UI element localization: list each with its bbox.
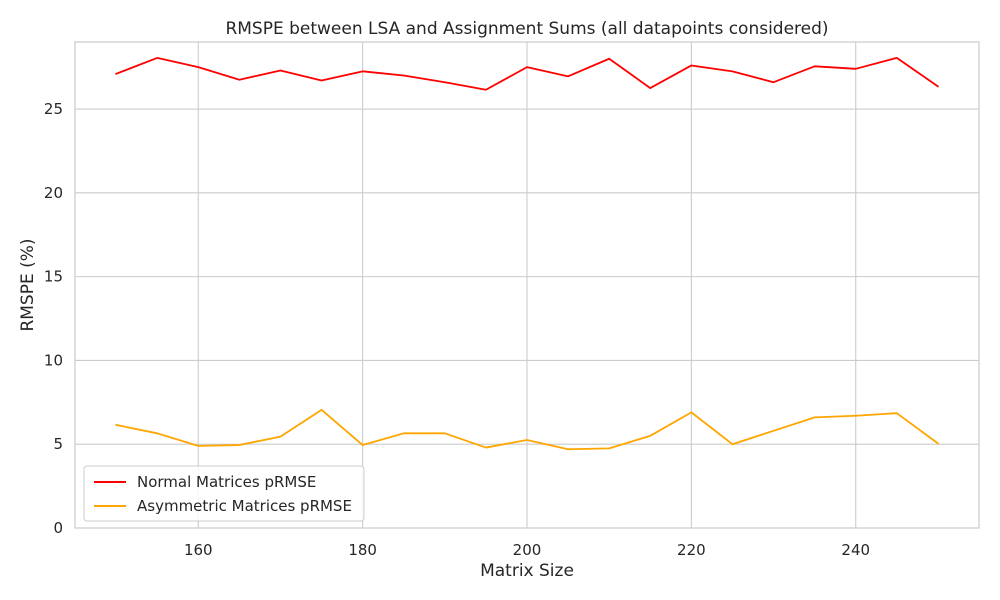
grid: [75, 42, 979, 529]
x-tick-labels: 160 180 200 220 240: [184, 541, 870, 559]
series-lines: [115, 57, 939, 451]
x-tick-label: 220: [677, 541, 706, 559]
y-tick-label: 5: [53, 435, 63, 453]
legend-box: [83, 465, 365, 522]
legend: Normal Matrices pRMSE Asymmetric Matrices…: [83, 465, 365, 522]
y-tick-label: 10: [44, 351, 63, 369]
y-tick-label: 0: [53, 519, 63, 537]
series-line-2: [115, 408, 939, 451]
x-tick-label: 200: [513, 541, 542, 559]
legend-label-1: Normal Matrices pRMSE: [137, 473, 316, 491]
legend-entries: Normal Matrices pRMSE Asymmetric Matrices…: [94, 473, 352, 515]
series-line-1: [115, 57, 939, 91]
y-tick-label: 20: [44, 184, 63, 202]
y-tick-label: 15: [44, 268, 63, 286]
x-tick-label: 160: [184, 541, 213, 559]
x-tick-label: 180: [348, 541, 377, 559]
x-tick-label: 240: [841, 541, 870, 559]
y-tick-label: 25: [44, 100, 63, 118]
y-tick-labels: 0 5 10 15 20 25: [44, 100, 63, 537]
y-axis-label: RMSPE (%): [18, 238, 38, 331]
legend-label-2: Asymmetric Matrices pRMSE: [137, 497, 352, 515]
chart-title: RMSPE between LSA and Assignment Sums (a…: [225, 19, 828, 39]
x-axis-label: Matrix Size: [480, 561, 574, 581]
